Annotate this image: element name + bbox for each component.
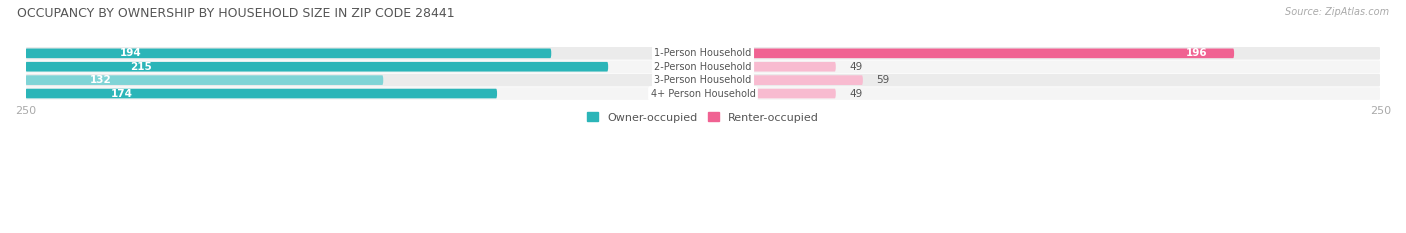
FancyBboxPatch shape [703, 48, 1234, 58]
FancyBboxPatch shape [25, 89, 498, 98]
Legend: Owner-occupied, Renter-occupied: Owner-occupied, Renter-occupied [582, 108, 824, 127]
Text: 194: 194 [120, 48, 142, 58]
FancyBboxPatch shape [703, 75, 863, 85]
FancyBboxPatch shape [25, 74, 1381, 86]
FancyBboxPatch shape [703, 89, 835, 98]
FancyBboxPatch shape [25, 48, 551, 58]
FancyBboxPatch shape [25, 62, 609, 72]
Text: 1-Person Household: 1-Person Household [654, 48, 752, 58]
FancyBboxPatch shape [703, 62, 835, 72]
Text: OCCUPANCY BY OWNERSHIP BY HOUSEHOLD SIZE IN ZIP CODE 28441: OCCUPANCY BY OWNERSHIP BY HOUSEHOLD SIZE… [17, 7, 454, 20]
FancyBboxPatch shape [25, 87, 1381, 100]
FancyBboxPatch shape [25, 47, 1381, 60]
Text: 49: 49 [849, 89, 862, 99]
Text: 3-Person Household: 3-Person Household [654, 75, 752, 85]
Text: 59: 59 [876, 75, 890, 85]
Text: 215: 215 [131, 62, 152, 72]
FancyBboxPatch shape [25, 75, 384, 85]
Text: 4+ Person Household: 4+ Person Household [651, 89, 755, 99]
Text: 2-Person Household: 2-Person Household [654, 62, 752, 72]
FancyBboxPatch shape [25, 60, 1381, 73]
Text: 174: 174 [111, 89, 132, 99]
Text: 49: 49 [849, 62, 862, 72]
Text: Source: ZipAtlas.com: Source: ZipAtlas.com [1285, 7, 1389, 17]
Text: 132: 132 [90, 75, 111, 85]
Text: 196: 196 [1185, 48, 1206, 58]
